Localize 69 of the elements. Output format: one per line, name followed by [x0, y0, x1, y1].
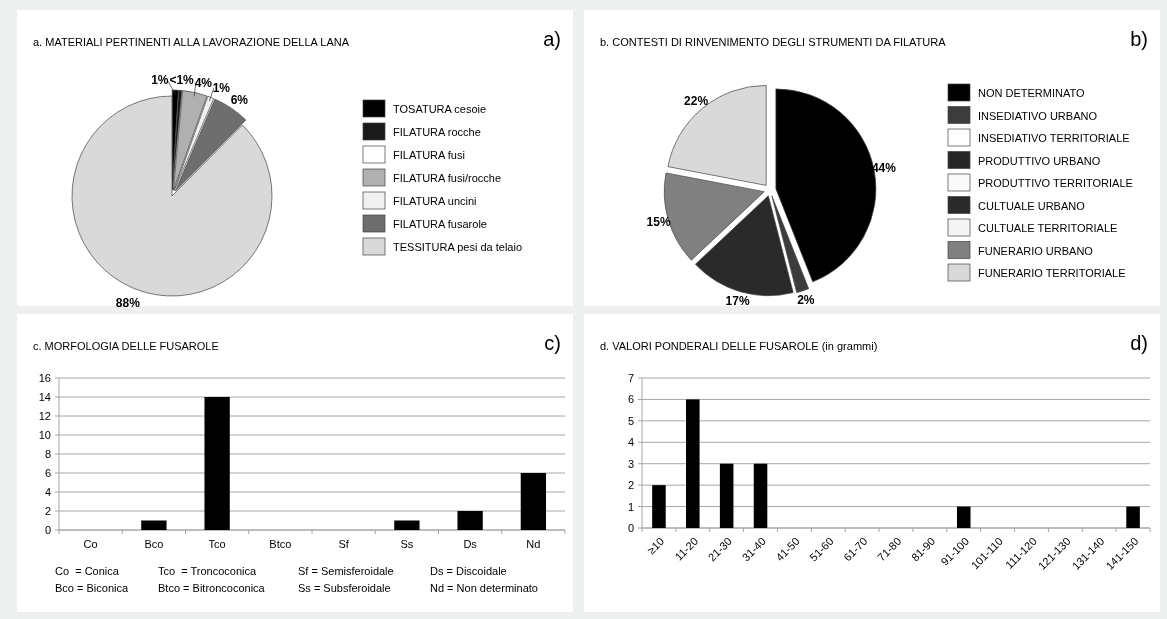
data-label: 15% [646, 215, 671, 230]
text: a) [543, 28, 561, 50]
chart-title: c. MORFOLOGIA DELLE FUSAROLE [33, 340, 219, 352]
text: Sf = Semisferoidale [298, 565, 394, 577]
y-tick-label: 6 [44, 467, 51, 479]
legend-label: FILATURA rocche [393, 126, 481, 138]
text: b) [1130, 28, 1148, 50]
y-tick-label: 16 [38, 372, 51, 384]
y-tick-label: 0 [44, 524, 51, 536]
x-tick-label: Tco [208, 538, 226, 550]
legend-label: FILATURA fusi/rocche [393, 172, 501, 184]
text: c) [544, 332, 561, 354]
legend-label: FUNERARIO URBANO [978, 244, 1094, 257]
legend-label: INSEDIATIVO URBANO [978, 109, 1098, 122]
x-tick-label: Ds [463, 538, 478, 550]
legend-label: CULTUALE URBANO [978, 199, 1086, 212]
text: Tco = Troncoconica [158, 565, 258, 577]
text: Ds = Discoidale [430, 565, 507, 577]
data-label: 17% [725, 294, 750, 309]
legend-label: FILATURA fusi [393, 149, 465, 161]
chart-title: d. VALORI PONDERALI DELLE FUSAROLE (in grammi) [600, 340, 878, 352]
chart-title: a. MATERIALI PERTINENTI ALLA LAVORAZIONE DELLA LANA [33, 36, 350, 48]
data-label: 44% [871, 161, 897, 176]
data-label: 22% [684, 93, 709, 108]
text: Bco = Biconica [55, 582, 129, 594]
x-tick-label: Btco [269, 538, 292, 550]
y-tick-label: 7 [627, 372, 634, 384]
text: b. CONTESTI DI RINVENIMENTO DEGLI STRUMENTI DA FILATURA [600, 36, 947, 48]
legend-label: PRODUTTIVO URBANO [978, 154, 1101, 167]
data-label: 2% [797, 293, 815, 308]
x-tick-label: ≥10 [644, 534, 667, 557]
y-tick-label: 6 [627, 393, 634, 406]
y-tick-label: 3 [627, 457, 634, 470]
text: Btco = Bitroncoconica [158, 582, 266, 594]
y-tick-label: 8 [44, 448, 51, 460]
text: Ss = Subsferoidale [298, 582, 391, 594]
y-tick-label: 2 [44, 505, 51, 517]
x-tick-label: Bco [144, 538, 164, 550]
y-tick-label: 1 [627, 500, 634, 513]
legend-label: NON DETERMINATO [978, 87, 1085, 99]
x-tick-label: Co [83, 538, 98, 550]
data-label: 88% [115, 296, 141, 311]
text: d) [1130, 332, 1148, 354]
legend-label: TOSATURA cesoie [393, 103, 487, 115]
y-tick-label: 5 [627, 414, 634, 427]
legend-label: CULTUALE TERRITORIALE [978, 222, 1118, 234]
legend-label: FILATURA uncini [393, 195, 477, 207]
y-tick-label: 0 [627, 522, 634, 534]
data-label: 4% [194, 75, 213, 90]
data-label: 6% [230, 92, 249, 107]
legend-label: INSEDIATIVO TERRITORIALE [978, 132, 1130, 144]
x-tick-label: Ss [400, 538, 414, 550]
y-tick-label: 10 [38, 429, 51, 441]
legend-label: TESSITURA pesi da telaio [393, 241, 523, 253]
legend-label: FILATURA fusarole [393, 218, 487, 230]
legend-label: PRODUTTIVO TERRITORIALE [978, 177, 1133, 189]
y-tick-label: 2 [627, 479, 634, 492]
data-label: <1% [169, 73, 195, 88]
y-tick-label: 4 [44, 486, 51, 498]
y-tick-label: 4 [627, 436, 634, 449]
x-tick-label: Nd [526, 538, 541, 550]
data-label: 1% [212, 81, 231, 96]
text: Co = Conica [55, 565, 120, 577]
y-tick-label: 14 [38, 391, 51, 403]
text: Nd = Non determinato [430, 582, 538, 594]
data-label: 1% [151, 73, 169, 88]
y-tick-label: 12 [38, 410, 51, 422]
legend-label: FUNERARIO TERRITORIALE [978, 267, 1126, 279]
x-tick-label: Sf [338, 538, 350, 550]
